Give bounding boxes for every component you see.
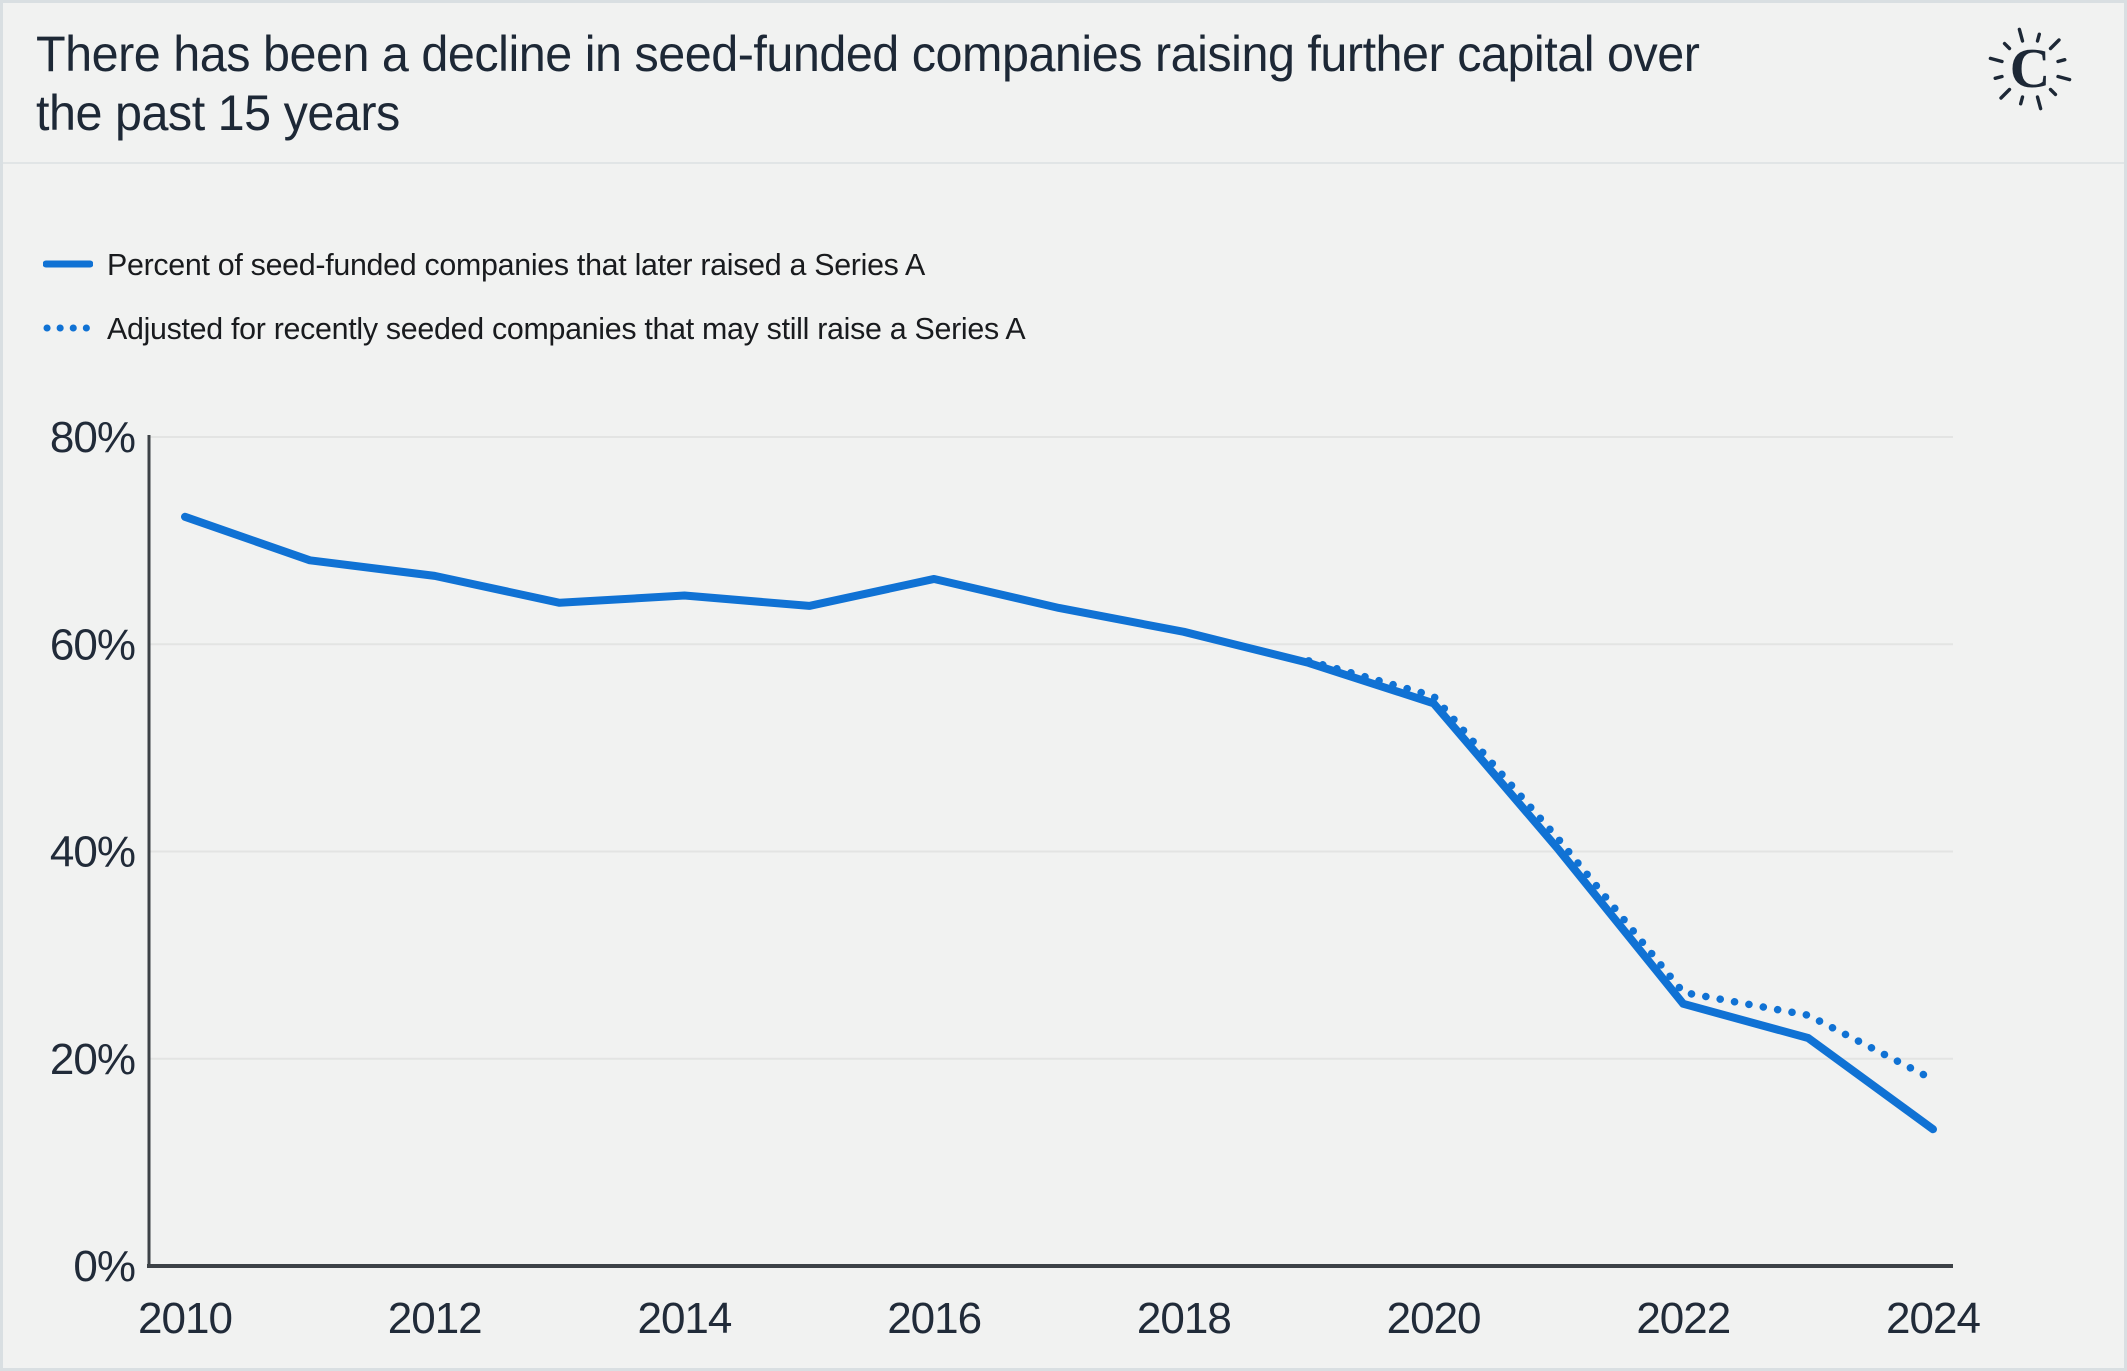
logo-ray (2056, 74, 2072, 82)
x-tick-label: 2024 (1886, 1294, 1980, 1343)
legend-label: Adjusted for recently seeded companies t… (107, 311, 1026, 346)
logo-ray (1993, 74, 2004, 81)
x-tick-label: 2012 (388, 1294, 482, 1343)
header-divider (3, 162, 2124, 164)
logo-ray (1999, 87, 2012, 100)
y-tick-label: 0% (73, 1242, 135, 1291)
x-tick-label: 2020 (1387, 1294, 1481, 1343)
solid-line-swatch (42, 256, 94, 274)
carta-logo-icon: C (1988, 27, 2072, 111)
logo-ray (2017, 27, 2025, 43)
y-tick-label: 40% (50, 828, 135, 877)
logo-ray (2018, 95, 2025, 106)
page-title: There has been a decline in seed-funded … (36, 26, 1700, 141)
y-tick-label: 80% (50, 413, 135, 462)
legend-item-dotted: Adjusted for recently seeded companies t… (43, 310, 1044, 348)
x-tick-label: 2010 (138, 1294, 232, 1343)
legend-item-solid: Percent of seed-funded companies that la… (42, 246, 1044, 284)
series-line-raised (181, 512, 1937, 1134)
dotted-line-swatch (43, 320, 97, 338)
x-tick-label: 2014 (637, 1294, 731, 1343)
legend-label: Percent of seed-funded companies that la… (107, 247, 926, 282)
logo-ray (2035, 32, 2042, 43)
logo-ray (2048, 87, 2058, 97)
logo-ray (2048, 38, 2061, 51)
chart-legend: Percent of seed-funded companies that la… (42, 246, 1044, 374)
logo-ray (2056, 57, 2067, 64)
carta-logo: C (1988, 27, 2072, 111)
x-tick-label: 2018 (1137, 1294, 1231, 1343)
logo-ray (2002, 41, 2012, 51)
x-tick-label: 2016 (887, 1294, 981, 1343)
x-tick-label: 2022 (1636, 1294, 1730, 1343)
line-chart: 0% 20% 40% 60% 80% 2010 2012 2014 2016 2018 2020 20… (50, 413, 1982, 1343)
series-line-adjusted (1304, 657, 1937, 1084)
logo-ray (1988, 56, 2004, 64)
logo-ray (2035, 95, 2043, 111)
y-tick-label: 60% (50, 620, 135, 669)
carta-logo-letter: C (2010, 38, 2050, 100)
y-tick-label: 20% (50, 1035, 135, 1084)
